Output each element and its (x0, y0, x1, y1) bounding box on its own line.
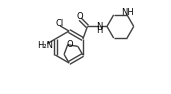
Text: H: H (96, 26, 102, 35)
Text: N: N (96, 22, 102, 31)
Text: NH: NH (121, 8, 134, 17)
Text: H₂N: H₂N (37, 41, 53, 50)
Text: O: O (67, 40, 74, 49)
Text: Cl: Cl (55, 19, 64, 28)
Text: O: O (76, 12, 83, 21)
